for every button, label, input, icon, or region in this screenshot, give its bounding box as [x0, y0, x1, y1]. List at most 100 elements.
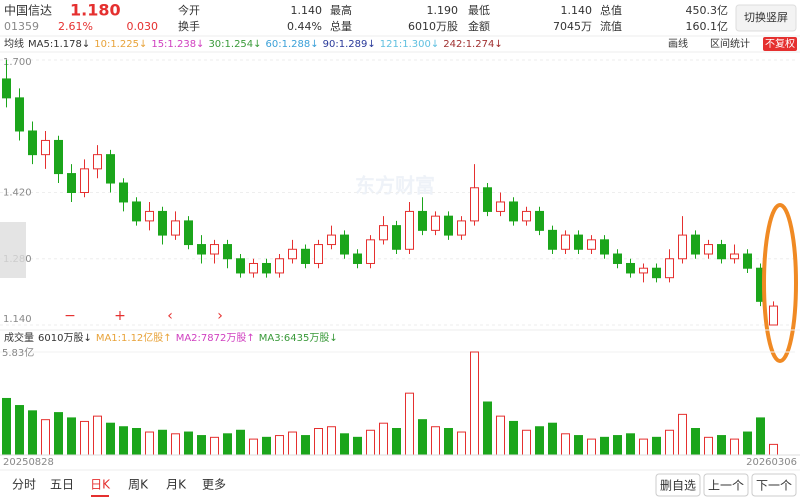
candle-body — [691, 234, 700, 255]
candle-body — [132, 201, 141, 222]
volume-bar — [730, 438, 739, 456]
volume-bar — [574, 435, 583, 456]
candle-body — [28, 130, 37, 156]
volume-bar — [600, 436, 609, 456]
volume-bar — [275, 435, 284, 456]
candle-body — [236, 258, 245, 274]
volume-bar — [15, 405, 24, 456]
chart-tool[interactable]: 不复权 — [765, 37, 795, 50]
volume-bar — [54, 412, 63, 456]
candle-body — [561, 234, 570, 250]
change-pct: 2.61% — [58, 20, 93, 33]
action-button[interactable] — [655, 473, 701, 497]
candle-body — [93, 154, 102, 170]
stat-value: 1.190 — [427, 4, 459, 17]
period-tab[interactable]: 五日 — [50, 478, 74, 492]
volume-bar — [418, 419, 427, 456]
candle-body — [652, 267, 661, 279]
stat-label: 金额 — [468, 19, 490, 33]
action-button[interactable] — [751, 473, 797, 497]
candle-body — [483, 187, 492, 212]
stat-value: 6010万股 — [408, 20, 458, 33]
ma-legend-item: 90:1.289↓ — [323, 39, 376, 50]
volume-bar — [444, 427, 453, 456]
ma-legend-item: 60:1.288↓ — [266, 39, 319, 50]
action-button-label[interactable]: 上一个 — [708, 479, 744, 493]
volume-bar — [431, 426, 440, 456]
volume-bar — [340, 433, 349, 456]
stat-value: 1.140 — [561, 4, 593, 17]
chart-nav-icon[interactable]: − — [64, 308, 76, 324]
price: 1.180 — [70, 1, 121, 20]
stat-label: 换手 — [178, 19, 200, 33]
candle-body — [223, 244, 232, 260]
rotate-button-label[interactable]: 切换竖屏 — [744, 10, 788, 24]
volume-bar — [392, 427, 401, 456]
stat-label: 总量 — [330, 19, 352, 33]
candle-body — [80, 168, 89, 193]
chart-tool[interactable]: 区间统计 — [710, 37, 750, 50]
stock-code: 01359 — [4, 20, 39, 33]
volume-legend-item: MA2:7872万股↑ — [176, 332, 255, 344]
adjust-badge[interactable] — [763, 37, 797, 51]
candle-body — [392, 225, 401, 250]
volume-bar — [288, 431, 297, 456]
candle-body — [639, 267, 648, 274]
stat-value: 160.1亿 — [686, 20, 729, 33]
candle-body — [379, 225, 388, 241]
stat-label: 总值 — [600, 3, 622, 17]
ma-legend-item: 15:1.238↓ — [151, 39, 204, 50]
candle-body — [54, 139, 63, 175]
period-tab[interactable]: 周K — [128, 478, 149, 492]
candle-body — [730, 253, 739, 260]
volume-legend-item: 6010万股↓ — [38, 332, 92, 344]
volume-bar — [457, 431, 466, 456]
volume-bar — [652, 436, 661, 456]
v-tick-label: 5.83亿 — [2, 346, 34, 359]
chart-tool[interactable]: 画线 — [668, 37, 688, 50]
candle-body — [548, 229, 557, 250]
change: 0.030 — [127, 20, 159, 33]
candle-body — [600, 239, 609, 255]
y-tick-label: 1.700 — [3, 57, 32, 68]
left-handle[interactable] — [0, 222, 26, 278]
volume-bar — [262, 436, 271, 456]
candle-body — [158, 210, 167, 236]
period-tab[interactable]: 分时 — [12, 478, 36, 492]
candle-body — [457, 220, 466, 236]
stat-label: 最高 — [330, 3, 352, 17]
stock-name: 中国信达 — [4, 3, 52, 18]
action-button-label[interactable]: 删自选 — [660, 479, 696, 493]
chart-nav-icon[interactable]: + — [114, 308, 126, 324]
volume-bar — [405, 392, 414, 456]
chart-nav-icon[interactable]: ‹ — [167, 308, 173, 324]
candle-body — [41, 139, 50, 156]
stat-value: 1.140 — [291, 4, 323, 17]
volume-bar — [704, 436, 713, 456]
candle-body — [405, 210, 414, 250]
candle-body — [535, 210, 544, 231]
period-tab[interactable]: 日K — [90, 478, 111, 492]
volume-bar — [587, 438, 596, 456]
volume-bar — [184, 431, 193, 456]
volume-bar — [483, 401, 492, 456]
stat-value: 7045万 — [553, 20, 592, 33]
chart-nav-icon[interactable]: › — [217, 308, 223, 324]
action-button[interactable] — [703, 473, 749, 497]
period-tab[interactable]: 更多 — [202, 478, 226, 492]
volume-bar — [613, 435, 622, 456]
rotate-button[interactable] — [735, 4, 797, 32]
volume-bar — [106, 422, 115, 456]
volume-bar — [158, 429, 167, 456]
volume-legend-item: MA1:1.12亿股↑ — [96, 331, 172, 344]
candle-body — [249, 262, 258, 274]
candle-body — [171, 220, 180, 236]
candle-body — [717, 244, 726, 260]
candle-body — [301, 248, 310, 264]
candle-body — [522, 210, 531, 222]
period-tab[interactable]: 月K — [166, 478, 187, 492]
volume-bar — [132, 427, 141, 456]
action-button-label[interactable]: 下一个 — [756, 479, 792, 493]
volume-bar — [717, 435, 726, 456]
